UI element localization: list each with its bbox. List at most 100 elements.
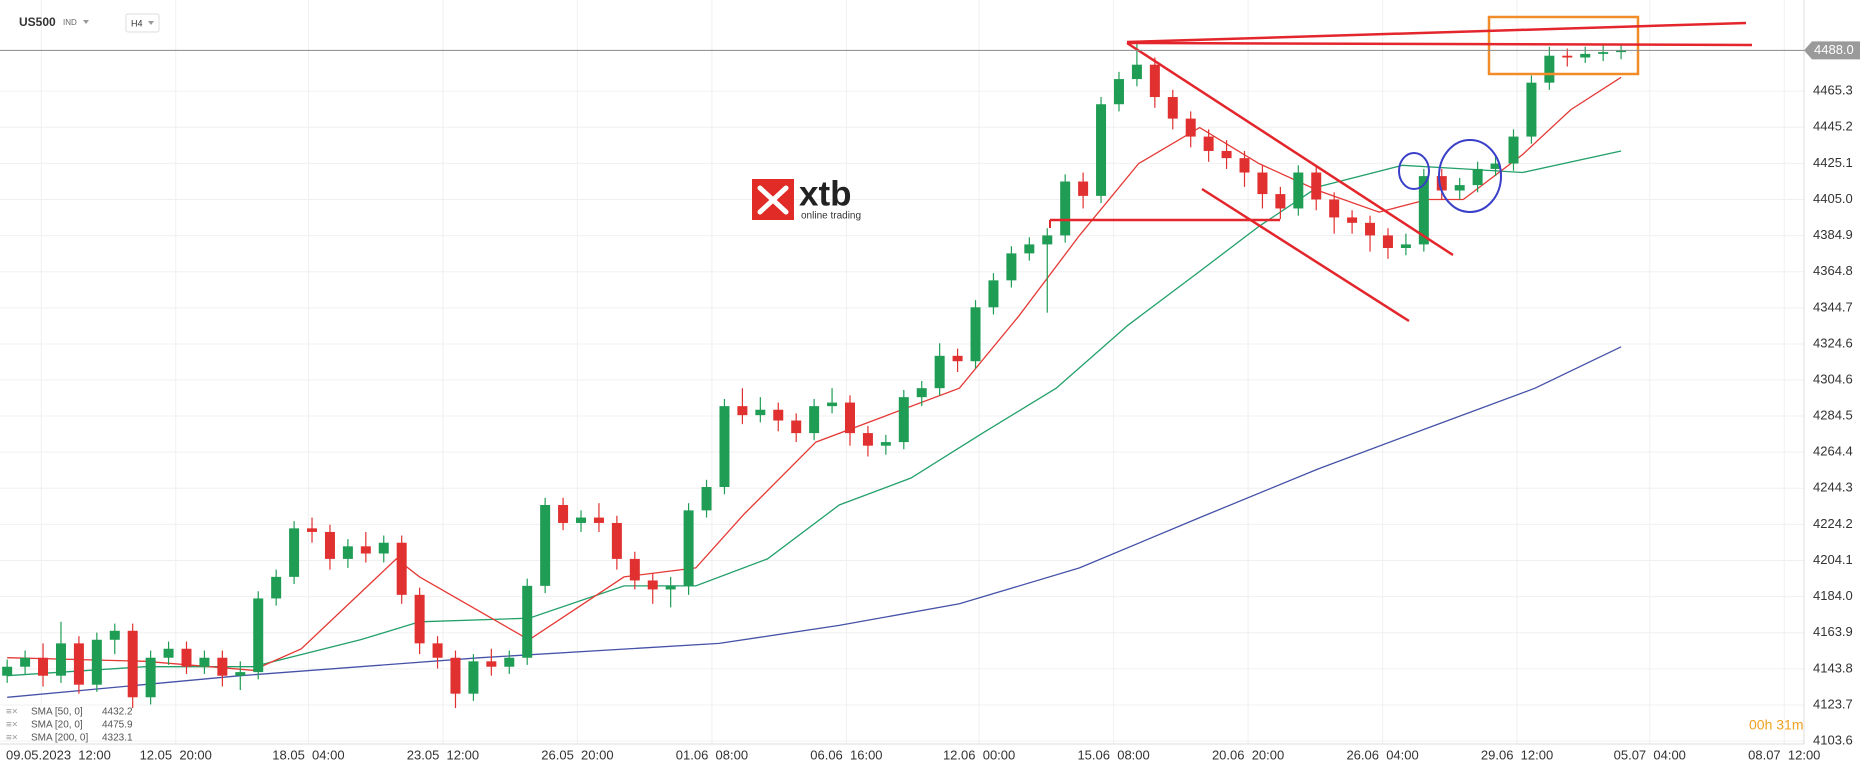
candle-body [73, 643, 84, 685]
symbol: US500 [19, 15, 56, 29]
candle-body [1311, 172, 1322, 200]
candle-body [683, 510, 694, 586]
y-tick-label: 4364.8 [1813, 263, 1853, 278]
candle-body [396, 542, 407, 595]
candle-body [1078, 181, 1089, 196]
candle-body [898, 397, 909, 443]
candle-body [934, 355, 945, 389]
x-tick-label: 09.05.2023 12:00 [6, 747, 111, 762]
candle-body [540, 504, 551, 586]
candle-body [1526, 82, 1537, 137]
channel-line [1126, 41, 1454, 257]
legend-icon: ≡× [6, 720, 18, 731]
timeframe-box[interactable] [125, 13, 160, 33]
candle-body [1149, 64, 1160, 98]
candle-body [1167, 97, 1178, 119]
candle-body [504, 657, 515, 667]
candle-body [414, 594, 425, 644]
candle-body [432, 643, 443, 658]
logo: xtb online trading [752, 174, 861, 222]
candle-body [1418, 176, 1429, 245]
y-tick-label: 4425.1 [1813, 155, 1853, 170]
candle-body [593, 517, 604, 523]
candle-body [522, 585, 533, 658]
candle-body [2, 666, 13, 676]
highlight-circle [1398, 152, 1430, 190]
candle-body [1113, 79, 1124, 105]
candle-body [1024, 244, 1035, 254]
candle-body [1006, 253, 1017, 281]
candle-body [217, 657, 228, 676]
legend-value: 4323.1 [102, 733, 133, 744]
candle-body [558, 504, 569, 523]
candle-body [737, 406, 748, 416]
candle-timer: 00h 31m [1749, 717, 1803, 733]
sma-line [7, 150, 1622, 677]
legend: ≡× SMA [50, 0] 4432.2 ≡× SMA [20, 0] 4475.9 ≡×… [6, 707, 133, 744]
candle-body [1544, 55, 1555, 83]
candle-body [576, 517, 587, 523]
x-tick-label: 26.05 20:00 [541, 747, 613, 762]
y-tick-label: 4304.6 [1813, 371, 1853, 386]
candle-body [199, 657, 210, 667]
candle-body [307, 528, 318, 532]
candle-body [1508, 136, 1519, 164]
candle-body [629, 558, 640, 581]
candles [2, 43, 1627, 709]
candle-body [181, 648, 192, 667]
logo-tagline: online trading [801, 211, 861, 222]
candle-body [127, 630, 138, 698]
y-tick-label: 4103.6 [1813, 733, 1853, 748]
candle-body [1382, 235, 1393, 248]
candle-body [1400, 244, 1411, 248]
y-tick-label: 4123.7 [1813, 696, 1853, 711]
logo-brand: xtb [799, 174, 852, 213]
legend-value: 4432.2 [102, 707, 133, 718]
candle-body [701, 487, 712, 511]
candle-body [1203, 136, 1214, 151]
x-tick-label: 15.06 08:00 [1077, 747, 1149, 762]
candle-body [970, 307, 981, 362]
candle-body [1042, 235, 1053, 245]
timeframe: H4 [131, 18, 143, 28]
x-tick-label: 12.05 20:00 [140, 747, 212, 762]
candle-body [952, 355, 963, 362]
candle-body [791, 420, 802, 434]
header: US500 IND H4 [19, 13, 160, 33]
y-tick-label: 4163.9 [1813, 624, 1853, 639]
x-tick-label: 23.05 12:00 [407, 747, 479, 762]
y-tick-label: 4324.6 [1813, 335, 1853, 350]
candle-body [1472, 168, 1483, 186]
candle-body [1293, 172, 1304, 209]
x-tick-label: 29.06 12:00 [1481, 747, 1553, 762]
x-tick-label: 18.05 04:00 [272, 747, 344, 762]
dropdown-arrow [148, 21, 154, 25]
last-price-label: 4488.0 [1814, 42, 1854, 57]
candle-body [1454, 185, 1465, 191]
candle-body [55, 643, 66, 676]
candle-body [755, 409, 766, 416]
candle-body [916, 388, 927, 398]
candle-body [324, 531, 335, 559]
candle-body [342, 546, 353, 559]
candle-body [360, 546, 371, 554]
candle-body [719, 406, 730, 488]
candle-body [611, 522, 622, 559]
candle-body [235, 672, 246, 676]
y-tick-label: 4264.4 [1813, 444, 1853, 459]
y-tick-label: 4204.1 [1813, 552, 1853, 567]
y-tick-label: 4284.5 [1813, 407, 1853, 422]
candle-body [1436, 176, 1447, 191]
y-tick-label: 4344.7 [1813, 299, 1853, 314]
indicators [7, 76, 1622, 698]
candle-body [1221, 150, 1232, 159]
legend-name: SMA [50, 0] [31, 707, 83, 718]
candle-body [20, 657, 31, 667]
candle-body [773, 409, 784, 421]
channel-line [1201, 187, 1410, 323]
price-marker: 4488.0 [0, 41, 1860, 60]
candle-body [145, 657, 156, 698]
candle-body [1562, 55, 1573, 58]
